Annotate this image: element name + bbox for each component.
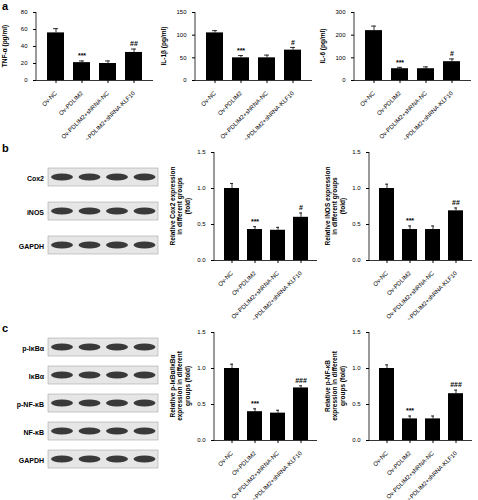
svg-text:Ov-PDLIM2: Ov-PDLIM2 bbox=[58, 90, 85, 117]
svg-text:Ov-PDLIM2+shRNA-NC: Ov-PDLIM2+shRNA-NC bbox=[60, 90, 110, 140]
svg-text:##: ## bbox=[130, 40, 138, 47]
svg-text:IL-6 (pg/ml): IL-6 (pg/ml) bbox=[319, 28, 327, 63]
svg-text:TNF-α (pg/ml): TNF-α (pg/ml) bbox=[1, 25, 9, 67]
svg-text:0: 0 bbox=[183, 77, 187, 83]
svg-text:Ov-PDLIM2+shRNA-NC: Ov-PDLIM2+shRNA-NC bbox=[219, 90, 269, 140]
svg-text:1.0: 1.0 bbox=[197, 365, 206, 371]
svg-text:##: ## bbox=[452, 199, 460, 206]
svg-text:100: 100 bbox=[335, 55, 346, 61]
svg-text:Ov-NC: Ov-NC bbox=[217, 270, 235, 288]
svg-text:1.0: 1.0 bbox=[352, 365, 361, 371]
svg-text:0.5: 0.5 bbox=[352, 401, 361, 407]
svg-text:a: a bbox=[2, 0, 9, 12]
svg-text:GAPDH: GAPDH bbox=[19, 457, 44, 464]
svg-text:Ov-NC: Ov-NC bbox=[200, 90, 218, 108]
svg-text:Ov-NC: Ov-NC bbox=[41, 90, 59, 108]
svg-text:50: 50 bbox=[180, 55, 187, 61]
svg-text:#: # bbox=[299, 204, 303, 211]
svg-text:Ov-PDLIM2: Ov-PDLIM2 bbox=[230, 270, 258, 297]
svg-text:IκBα: IκBα bbox=[29, 373, 45, 380]
svg-text:IL-1β (pg/ml): IL-1β (pg/ml) bbox=[160, 27, 168, 66]
svg-text:Ov-PDLIM2: Ov-PDLIM2 bbox=[217, 90, 244, 117]
svg-text:Ov-PDLIM2+shRNA-KLF10: Ov-PDLIM2+shRNA-KLF10 bbox=[80, 90, 137, 140]
svg-text:0.0: 0.0 bbox=[197, 437, 206, 443]
svg-text:p-NF-κB: p-NF-κB bbox=[17, 401, 44, 409]
svg-text:Ov-PDLIM2: Ov-PDLIM2 bbox=[376, 90, 403, 117]
svg-text:1.0: 1.0 bbox=[352, 185, 361, 191]
svg-text:1.5: 1.5 bbox=[352, 329, 361, 335]
svg-text:200: 200 bbox=[335, 32, 346, 38]
svg-text:Ov-PDLIM2+shRNA-NC: Ov-PDLIM2+shRNA-NC bbox=[378, 90, 428, 140]
svg-text:c: c bbox=[2, 322, 8, 334]
svg-text:b: b bbox=[2, 142, 9, 154]
svg-text:Ov-NC: Ov-NC bbox=[372, 450, 390, 468]
svg-text:Ov-PDLIM2+shRNA-KLF10: Ov-PDLIM2+shRNA-KLF10 bbox=[239, 90, 296, 140]
svg-text:0.0: 0.0 bbox=[197, 257, 206, 263]
svg-text:Relative p-NF-κBexpression in: Relative p-NF-κBexpression in differentg… bbox=[324, 350, 347, 421]
svg-text:Relative iNOS expressionin dif: Relative iNOS expressionin different gro… bbox=[324, 167, 347, 246]
svg-text:***: *** bbox=[406, 407, 414, 414]
svg-text:150: 150 bbox=[176, 9, 187, 15]
svg-text:###: ### bbox=[450, 381, 462, 388]
svg-text:Ov-PDLIM2: Ov-PDLIM2 bbox=[230, 450, 258, 477]
svg-text:***: *** bbox=[78, 52, 86, 59]
svg-text:300: 300 bbox=[335, 9, 346, 15]
svg-text:Ov-PDLIM2+shRNA-KLF10: Ov-PDLIM2+shRNA-KLF10 bbox=[247, 450, 304, 500]
svg-text:Cox2: Cox2 bbox=[27, 175, 44, 182]
svg-text:Ov-NC: Ov-NC bbox=[359, 90, 377, 108]
svg-text:Ov-PDLIM2+shRNA-KLF10: Ov-PDLIM2+shRNA-KLF10 bbox=[402, 450, 459, 500]
svg-text:Ov-PDLIM2+shRNA-KLF10: Ov-PDLIM2+shRNA-KLF10 bbox=[398, 90, 455, 140]
svg-text:Ov-PDLIM2+shRNA-KLF10: Ov-PDLIM2+shRNA-KLF10 bbox=[247, 270, 304, 320]
svg-text:p-IκBα: p-IκBα bbox=[22, 345, 45, 353]
svg-text:1.5: 1.5 bbox=[352, 149, 361, 155]
svg-text:***: *** bbox=[396, 59, 404, 66]
svg-text:NF-κB: NF-κB bbox=[23, 429, 44, 436]
svg-text:80: 80 bbox=[21, 9, 28, 15]
svg-text:Ov-PDLIM2: Ov-PDLIM2 bbox=[385, 450, 413, 477]
svg-text:Ov-NC: Ov-NC bbox=[372, 270, 390, 288]
svg-text:Ov-NC: Ov-NC bbox=[217, 450, 235, 468]
svg-text:100: 100 bbox=[176, 32, 187, 38]
svg-text:#: # bbox=[450, 50, 454, 57]
svg-text:0: 0 bbox=[342, 77, 346, 83]
svg-text:0.0: 0.0 bbox=[352, 437, 361, 443]
svg-text:Ov-PDLIM2: Ov-PDLIM2 bbox=[385, 270, 413, 297]
svg-text:0.0: 0.0 bbox=[352, 257, 361, 263]
svg-text:40: 40 bbox=[21, 43, 28, 49]
svg-text:60: 60 bbox=[21, 26, 28, 32]
svg-text:***: *** bbox=[237, 47, 245, 54]
svg-text:1.0: 1.0 bbox=[197, 185, 206, 191]
svg-text:0.5: 0.5 bbox=[352, 221, 361, 227]
svg-text:***: *** bbox=[251, 218, 259, 225]
svg-text:Relative p-IκBα/IκBαexpression: Relative p-IκBα/IκBαexpression in differ… bbox=[169, 350, 192, 421]
svg-text:Ov-PDLIM2+shRNA-KLF10: Ov-PDLIM2+shRNA-KLF10 bbox=[402, 270, 459, 320]
svg-text:Relative Cox2 expressionin dif: Relative Cox2 expressionin different gro… bbox=[169, 167, 192, 246]
svg-text:GAPDH: GAPDH bbox=[19, 243, 44, 250]
svg-text:#: # bbox=[291, 39, 295, 46]
svg-text:***: *** bbox=[406, 217, 414, 224]
svg-text:1.5: 1.5 bbox=[197, 329, 206, 335]
svg-text:###: ### bbox=[295, 377, 307, 384]
svg-text:0.5: 0.5 bbox=[197, 401, 206, 407]
svg-text:0.5: 0.5 bbox=[197, 221, 206, 227]
svg-text:0: 0 bbox=[24, 77, 28, 83]
svg-text:20: 20 bbox=[21, 60, 28, 66]
svg-text:1.5: 1.5 bbox=[197, 149, 206, 155]
svg-text:iNOS: iNOS bbox=[27, 209, 44, 216]
svg-text:***: *** bbox=[251, 400, 259, 407]
